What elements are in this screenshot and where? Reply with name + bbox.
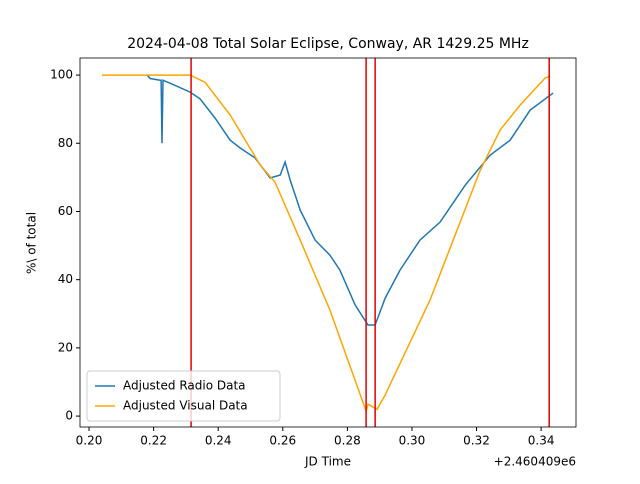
y-tick-label: 20 bbox=[58, 340, 73, 354]
legend-label: Adjusted Radio Data bbox=[123, 379, 246, 393]
y-tick-label: 0 bbox=[65, 409, 73, 423]
x-tick-label: 0.34 bbox=[528, 434, 555, 448]
x-tick-label: 0.24 bbox=[205, 434, 232, 448]
x-tick-label: 0.28 bbox=[334, 434, 361, 448]
y-tick-label: 100 bbox=[50, 68, 73, 82]
chart-title: 2024-04-08 Total Solar Eclipse, Conway, … bbox=[127, 36, 529, 52]
data-line bbox=[102, 74, 551, 414]
y-axis-label: %\ of total bbox=[25, 212, 39, 274]
x-offset-label: +2.460409e6 bbox=[494, 455, 576, 469]
x-tick-label: 0.32 bbox=[463, 434, 490, 448]
legend-box bbox=[86, 370, 281, 422]
legend-label: Adjusted Visual Data bbox=[123, 399, 248, 413]
x-tick-label: 0.30 bbox=[399, 434, 426, 448]
data-line bbox=[146, 74, 554, 326]
y-tick-label: 40 bbox=[58, 272, 73, 286]
plot-frame bbox=[79, 57, 577, 428]
y-tick-label: 80 bbox=[58, 136, 73, 150]
y-tick-label: 60 bbox=[58, 204, 73, 218]
x-tick-label: 0.26 bbox=[269, 434, 296, 448]
x-tick-label: 0.20 bbox=[76, 434, 103, 448]
x-tick-label: 0.22 bbox=[140, 434, 167, 448]
x-axis-label: JD Time bbox=[304, 455, 351, 469]
